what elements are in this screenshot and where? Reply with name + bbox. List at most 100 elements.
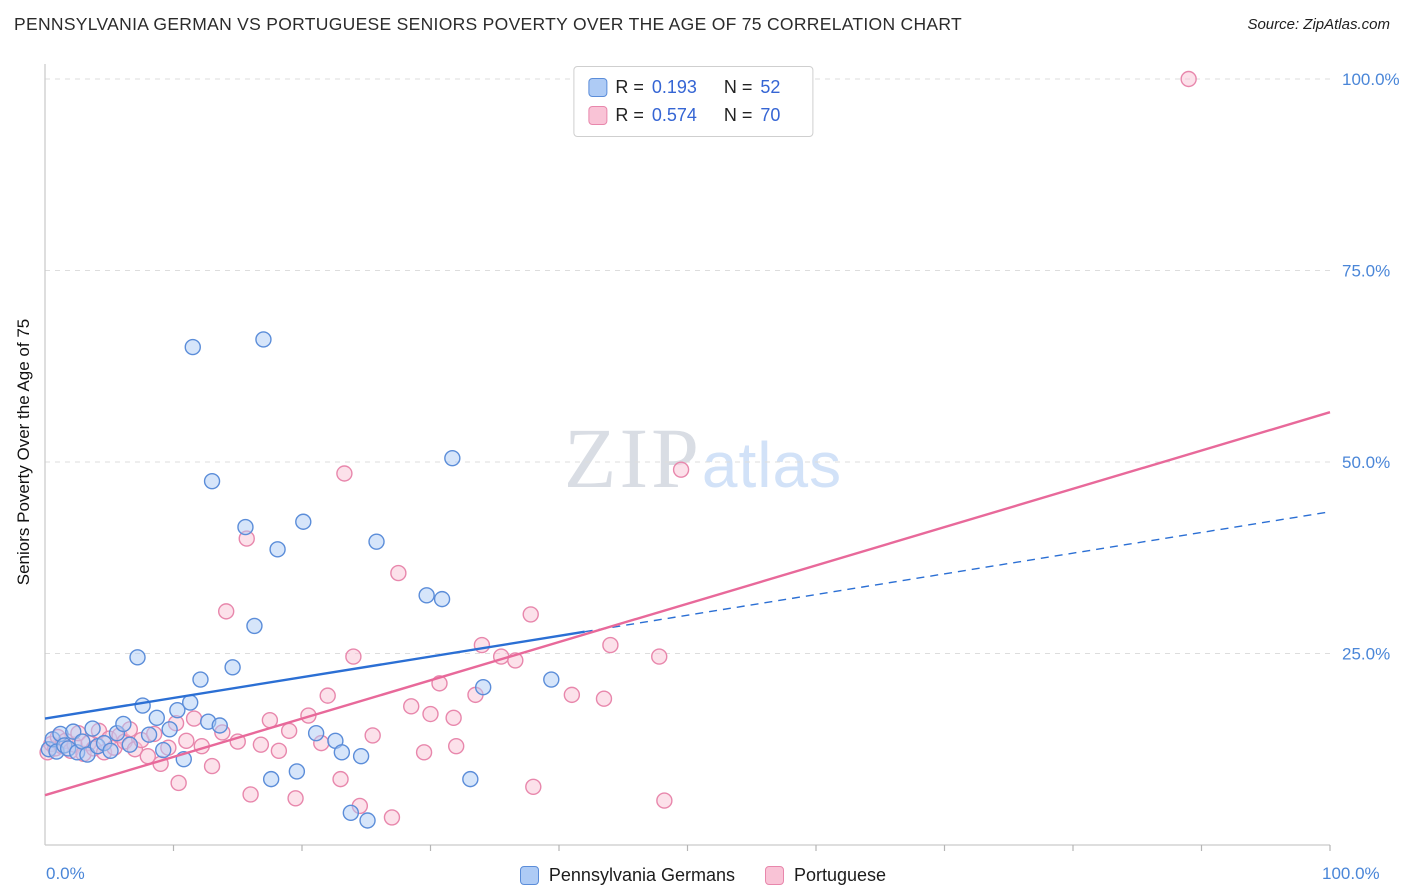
blue-series-swatch bbox=[588, 78, 608, 97]
data-point-pennsylvania-german bbox=[121, 736, 139, 753]
pink-legend-swatch bbox=[765, 866, 784, 885]
data-point-portuguese bbox=[170, 774, 187, 792]
data-point-portuguese bbox=[178, 732, 195, 750]
page-title: PENNSYLVANIA GERMAN VS PORTUGUESE SENIOR… bbox=[14, 14, 963, 34]
r-value-pink: 0.574 bbox=[651, 105, 697, 125]
data-point-pennsylvania-german bbox=[246, 617, 263, 635]
blue-legend-label: Pennsylvania Germans bbox=[548, 865, 735, 885]
data-point-portuguese bbox=[319, 687, 336, 704]
data-point-portuguese bbox=[672, 461, 690, 478]
watermark-atlas: atlas bbox=[701, 429, 843, 501]
data-point-pennsylvania-german bbox=[269, 541, 286, 558]
data-point-pennsylvania-german bbox=[224, 659, 241, 676]
data-point-pennsylvania-german bbox=[169, 701, 186, 719]
zipatlas-watermark: ZIP atlas bbox=[564, 408, 842, 508]
data-point-pennsylvania-german bbox=[444, 449, 461, 467]
data-point-portuguese bbox=[403, 698, 420, 715]
data-point-portuguese bbox=[448, 737, 465, 755]
n-value-pink: 70 bbox=[760, 105, 781, 125]
data-point-portuguese bbox=[525, 778, 542, 795]
correlation-legend: R = 0.193 N = 52 R = 0.574 N = 70 bbox=[573, 66, 814, 137]
data-point-pennsylvania-german bbox=[295, 513, 312, 530]
data-point-portuguese bbox=[345, 648, 362, 665]
data-point-pennsylvania-german bbox=[102, 742, 119, 759]
data-point-pennsylvania-german bbox=[368, 533, 385, 550]
data-point-pennsylvania-german bbox=[352, 747, 370, 765]
legend-row-portuguese: R = 0.574 N = 70 bbox=[588, 105, 794, 126]
data-point-pennsylvania-german bbox=[462, 770, 479, 788]
data-point-portuguese bbox=[390, 564, 407, 582]
data-point-pennsylvania-german bbox=[255, 331, 272, 348]
data-point-pennsylvania-german bbox=[342, 804, 360, 822]
data-point-portuguese bbox=[217, 603, 235, 620]
data-point-pennsylvania-german bbox=[84, 720, 101, 737]
series-legend: Pennsylvania Germans Portuguese bbox=[0, 865, 1406, 886]
data-point-pennsylvania-german bbox=[203, 472, 221, 490]
data-point-pennsylvania-german bbox=[307, 724, 325, 742]
y-tick-label: 75.0% bbox=[1342, 262, 1390, 281]
data-point-portuguese bbox=[595, 690, 613, 707]
data-point-portuguese bbox=[651, 648, 668, 665]
data-point-portuguese bbox=[383, 809, 401, 826]
data-point-pennsylvania-german bbox=[148, 709, 165, 727]
r-label: R = bbox=[615, 77, 644, 97]
data-point-pennsylvania-german bbox=[543, 671, 560, 688]
data-point-pennsylvania-german bbox=[433, 590, 451, 608]
data-point-pennsylvania-german bbox=[211, 717, 228, 734]
data-point-pennsylvania-german bbox=[474, 679, 492, 696]
data-point-portuguese bbox=[445, 709, 462, 727]
data-point-pennsylvania-german bbox=[237, 518, 254, 536]
data-point-portuguese bbox=[602, 636, 619, 654]
x-axis-min-label: 0.0% bbox=[46, 864, 85, 883]
data-point-portuguese bbox=[563, 686, 581, 704]
data-point-portuguese bbox=[336, 465, 353, 482]
pink-series-swatch bbox=[588, 106, 608, 125]
data-point-portuguese bbox=[1180, 70, 1197, 88]
n-label: N = bbox=[723, 105, 753, 125]
source-attribution: Source: ZipAtlas.com bbox=[1247, 16, 1390, 33]
legend-item-pennsylvania-germans: Pennsylvania Germans bbox=[519, 865, 735, 886]
data-point-portuguese bbox=[364, 727, 381, 744]
data-point-portuguese bbox=[203, 757, 221, 775]
data-point-pennsylvania-german bbox=[129, 649, 146, 666]
pink-legend-label: Portuguese bbox=[794, 865, 887, 885]
y-tick-label: 100.0% bbox=[1342, 70, 1400, 89]
data-point-pennsylvania-german bbox=[333, 744, 351, 761]
data-point-pennsylvania-german bbox=[161, 721, 178, 738]
legend-item-portuguese: Portuguese bbox=[765, 865, 886, 886]
data-point-portuguese bbox=[242, 786, 259, 803]
data-point-portuguese bbox=[422, 705, 439, 723]
r-label: R = bbox=[615, 105, 644, 125]
data-point-portuguese bbox=[656, 792, 673, 809]
x-axis-max-label: 100.0% bbox=[1322, 864, 1380, 883]
data-point-pennsylvania-german bbox=[155, 741, 172, 759]
data-point-portuguese bbox=[522, 606, 539, 623]
data-point-portuguese bbox=[185, 710, 203, 727]
trend-line-blue-solid bbox=[44, 630, 585, 720]
trend-line-pink bbox=[44, 411, 1331, 797]
data-point-portuguese bbox=[415, 744, 433, 761]
data-point-portuguese bbox=[270, 742, 288, 759]
legend-row-pennsylvania-germans: R = 0.193 N = 52 bbox=[588, 77, 794, 98]
watermark-zip: ZIP bbox=[563, 410, 702, 506]
r-value-blue: 0.193 bbox=[651, 77, 697, 97]
data-point-pennsylvania-german bbox=[140, 726, 158, 743]
data-point-portuguese bbox=[252, 736, 270, 753]
data-point-pennsylvania-german bbox=[418, 587, 435, 604]
data-point-pennsylvania-german bbox=[288, 763, 306, 780]
y-tick-label: 25.0% bbox=[1342, 645, 1390, 664]
trend-line-blue-dashed bbox=[584, 511, 1331, 633]
data-point-pennsylvania-german bbox=[359, 812, 376, 829]
data-point-pennsylvania-german bbox=[115, 715, 132, 733]
data-point-pennsylvania-german bbox=[192, 671, 209, 688]
data-point-pennsylvania-german bbox=[262, 770, 280, 788]
n-label: N = bbox=[723, 77, 753, 97]
n-value-blue: 52 bbox=[760, 77, 781, 97]
data-point-portuguese bbox=[332, 770, 349, 788]
y-tick-label: 50.0% bbox=[1342, 453, 1390, 472]
data-point-portuguese bbox=[287, 790, 304, 807]
data-point-pennsylvania-german bbox=[134, 697, 151, 714]
data-point-portuguese bbox=[280, 722, 298, 740]
